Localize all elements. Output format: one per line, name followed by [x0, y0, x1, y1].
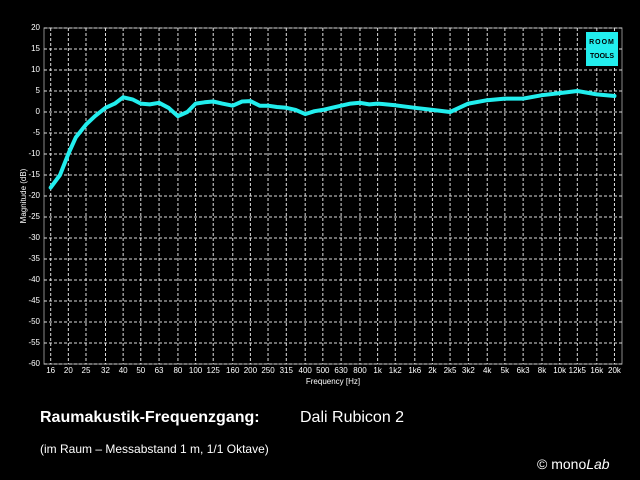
- y-tick-label: 15: [31, 44, 40, 53]
- title: Raumakustik-Frequenzgang:: [40, 409, 260, 426]
- x-tick-label: 200: [244, 366, 258, 375]
- x-tick-label: 250: [261, 366, 275, 375]
- x-tick-label: 400: [299, 366, 313, 375]
- logo-box: [586, 32, 618, 66]
- y-tick-label: -60: [28, 359, 40, 368]
- credit: © monoLab: [537, 456, 610, 472]
- x-tick-label: 40: [119, 366, 128, 375]
- x-tick-label: 20k: [608, 366, 622, 375]
- y-tick-label: 10: [31, 65, 40, 74]
- x-tick-label: 630: [334, 366, 348, 375]
- logo: ROOM TOOLS: [586, 32, 618, 66]
- y-tick-label: -5: [33, 128, 41, 137]
- y-tick-label: -25: [28, 212, 40, 221]
- logo-text: TOOLS: [590, 53, 614, 60]
- x-tick-label: 1k: [373, 366, 382, 375]
- y-tick-label: 5: [36, 86, 41, 95]
- x-tick-label: 2k: [428, 366, 437, 375]
- x-tick-label: 5k: [501, 366, 510, 375]
- y-tick-label: -35: [28, 254, 40, 263]
- x-tick-label: 16: [46, 366, 55, 375]
- x-tick-label: 12k5: [569, 366, 587, 375]
- x-tick-label: 63: [155, 366, 164, 375]
- y-axis-label: Magnitude (dB): [19, 168, 28, 223]
- y-tick-label: -10: [28, 149, 40, 158]
- x-tick-label: 6k3: [517, 366, 530, 375]
- x-tick-label: 1k2: [389, 366, 402, 375]
- x-tick-label: 32: [101, 366, 110, 375]
- y-tick-label: -20: [28, 191, 40, 200]
- response-line: [48, 89, 617, 190]
- x-tick-label: 8k: [538, 366, 547, 375]
- x-tick-label: 315: [280, 366, 294, 375]
- credit-prefix: © mono: [537, 456, 586, 472]
- x-tick-label: 20: [64, 366, 73, 375]
- y-tick-label: -45: [28, 296, 40, 305]
- x-axis-label: Frequency [Hz]: [306, 377, 360, 386]
- x-tick-label: 80: [173, 366, 182, 375]
- x-tick-label: 125: [207, 366, 221, 375]
- x-tick-label: 1k6: [408, 366, 421, 375]
- y-tick-label: 0: [36, 107, 41, 116]
- y-tick-label: -55: [28, 338, 40, 347]
- y-tick-label: -30: [28, 233, 40, 242]
- x-tick-label: 160: [226, 366, 240, 375]
- x-tick-label: 50: [136, 366, 145, 375]
- x-tick-label: 10k: [553, 366, 567, 375]
- credit-suffix: Lab: [586, 456, 610, 472]
- x-tick-label: 2k5: [444, 366, 457, 375]
- y-tick-label: -50: [28, 317, 40, 326]
- y-tick-label: -40: [28, 275, 40, 284]
- x-tick-label: 16k: [590, 366, 604, 375]
- x-tick-label: 4k: [483, 366, 492, 375]
- x-tick-label: 100: [189, 366, 203, 375]
- y-tick-label: -15: [28, 170, 40, 179]
- x-tick-label: 800: [353, 366, 367, 375]
- x-tick-label: 3k2: [462, 366, 475, 375]
- subtitle: (im Raum – Messabstand 1 m, 1/1 Oktave): [40, 442, 269, 456]
- title-model: Dali Rubicon 2: [300, 409, 404, 426]
- logo-text: ROOM: [589, 39, 615, 46]
- x-tick-label: 25: [82, 366, 91, 375]
- x-tick-label: 500: [316, 366, 330, 375]
- y-tick-label: 20: [31, 23, 40, 32]
